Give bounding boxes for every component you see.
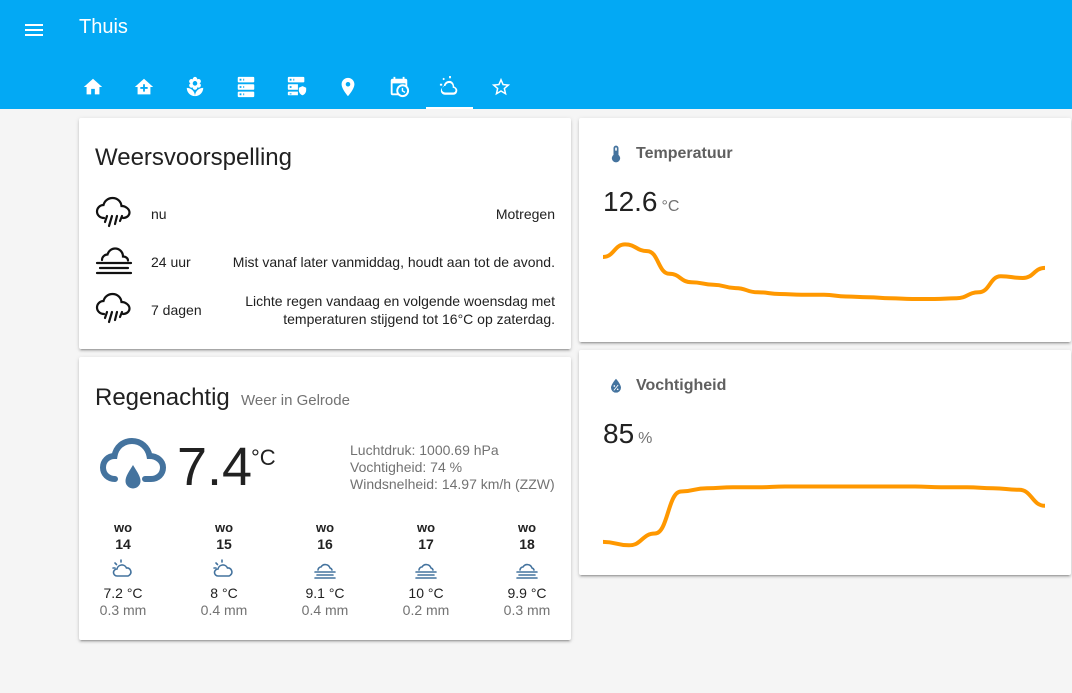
forecast-day-precip: 0.4 mm <box>200 602 248 618</box>
temperature-sensor-card[interactable]: Temperatuur 12.6 °C <box>579 118 1071 342</box>
server-security-icon <box>287 76 306 95</box>
weather-location: Weer in Gelrode <box>241 392 350 409</box>
forecast-day: wo 17 10 °C 0.2 mm <box>386 520 466 619</box>
pressure-attribute: Luchtdruk: 1000.69 hPa <box>350 442 499 458</box>
forecast-day-precip: 0.3 mm <box>503 602 551 618</box>
humidity-attribute: Vochtigheid: 74 % <box>350 459 463 475</box>
weather-temperature: 7.4 <box>177 437 253 497</box>
humidity-sparkline <box>603 484 1045 548</box>
sensor-value: 85% <box>603 418 652 450</box>
tab-weather[interactable] <box>424 64 475 109</box>
forecast-day: wo 18 9.9 °C 0.3 mm <box>487 520 567 619</box>
tab-calendar[interactable] <box>373 64 424 109</box>
forecast-period: nu <box>151 206 167 222</box>
forecast-day-precip: 0.4 mm <box>301 602 349 618</box>
thermometer-icon <box>611 145 621 163</box>
sensor-name: Temperatuur <box>636 145 733 162</box>
weather-state: Regenachtig <box>95 384 230 411</box>
forecast-day: wo 15 8 °C 0.4 mm <box>184 520 264 619</box>
fog-icon <box>95 244 133 280</box>
sensor-unit: °C <box>661 198 680 215</box>
forecast-row: nu Motregen <box>95 194 555 234</box>
forecast-text: Motregen <box>495 206 555 222</box>
forecast-day-name: wo <box>416 520 436 535</box>
temperature-trend-line <box>603 242 1045 301</box>
star-outline-icon <box>491 77 510 95</box>
forecast-text: Mist vanaf later vanmiddag, houdt aan to… <box>232 254 555 270</box>
wind-attribute: Windsnelheid: 14.97 km/h (ZZW) <box>350 476 555 492</box>
weather-temperature-unit: °C <box>251 445 276 470</box>
fog-icon <box>313 559 337 581</box>
view-tabs <box>67 64 526 109</box>
tab-server[interactable] <box>220 64 271 109</box>
forecast-day-date: 14 <box>115 536 131 552</box>
forecast-day-date: 16 <box>317 536 333 552</box>
server-icon <box>237 76 254 97</box>
rainy-cloud-icon <box>99 435 169 501</box>
weather-attributes: Luchtdruk: 1000.69 hPa Vochtigheid: 74 %… <box>350 442 555 493</box>
tab-map[interactable] <box>322 64 373 109</box>
calendar-clock-icon <box>390 76 409 97</box>
forecast-day-date: 17 <box>418 536 434 552</box>
tab-flower[interactable] <box>169 64 220 109</box>
forecast-day-precip: 0.2 mm <box>402 602 450 618</box>
forecast-day-name: wo <box>214 520 234 535</box>
partly-cloudy-icon <box>111 559 135 581</box>
water-percent-icon <box>611 378 621 393</box>
forecast-day-temp: 9.1 °C <box>305 585 345 601</box>
sensor-name: Vochtigheid <box>636 377 727 394</box>
humidity-sensor-card[interactable]: Vochtigheid 85% <box>579 350 1071 575</box>
humidity-trend-line <box>603 484 1045 548</box>
temperature-sparkline <box>603 242 1045 301</box>
weather-partly-cloudy-icon <box>439 75 457 95</box>
forecast-day-name: wo <box>315 520 335 535</box>
sensor-header: Vochtigheid <box>606 374 726 398</box>
forecast-day: wo 14 7.2 °C 0.3 mm <box>83 520 163 619</box>
forecast-row: 24 uur Mist vanaf later vanmiddag, houdt… <box>95 242 555 282</box>
forecast-period: 24 uur <box>151 254 191 270</box>
sensor-value-number: 85 <box>603 418 635 449</box>
forecast-card: Weersvoorspelling nu Motregen 24 uur Mis… <box>79 118 571 349</box>
forecast-title: Weersvoorspelling <box>95 144 292 171</box>
rain-icon <box>95 196 133 232</box>
app-header: Thuis <box>0 0 1072 109</box>
forecast-day-name: wo <box>517 520 537 535</box>
forecast-day-name: wo <box>113 520 133 535</box>
forecast-day-temp: 10 °C <box>408 585 444 601</box>
tab-favorites[interactable] <box>475 64 526 109</box>
menu-icon[interactable] <box>22 18 46 42</box>
forecast-day-temp: 7.2 °C <box>103 585 143 601</box>
forecast-row: 7 dagen Lichte regen vandaag en volgende… <box>95 290 555 330</box>
home-plus-icon <box>134 78 153 94</box>
sensor-unit: % <box>638 430 653 447</box>
fog-icon <box>414 559 438 581</box>
flower-icon <box>186 76 203 96</box>
fog-icon <box>515 559 539 581</box>
sensor-value-number: 12.6 <box>603 186 658 217</box>
tab-home[interactable] <box>67 64 118 109</box>
forecast-period: 7 dagen <box>151 302 202 318</box>
weather-card[interactable]: Regenachtig Weer in Gelrode 7.4 °C Lucht… <box>79 357 571 640</box>
forecast-day-temp: 8 °C <box>210 585 238 601</box>
forecast-day-date: 15 <box>216 536 232 552</box>
forecast-day: wo 16 9.1 °C 0.4 mm <box>285 520 365 619</box>
forecast-day-precip: 0.3 mm <box>99 602 147 618</box>
home-icon <box>83 78 102 94</box>
sensor-value: 12.6 °C <box>603 186 679 218</box>
map-marker-icon <box>341 77 354 96</box>
partly-cloudy-icon <box>212 559 236 581</box>
daily-forecast: wo 14 7.2 °C 0.3 mm wo 15 8 °C 0.4 mm wo… <box>79 520 571 630</box>
rain-icon <box>95 292 133 328</box>
page-title: Thuis <box>79 16 128 38</box>
forecast-day-date: 18 <box>519 536 535 552</box>
forecast-day-temp: 9.9 °C <box>507 585 547 601</box>
sensor-header: Temperatuur <box>606 142 733 166</box>
tab-home-plus[interactable] <box>118 64 169 109</box>
forecast-text: Lichte regen vandaag en volgende woensda… <box>245 293 555 327</box>
tab-server-security[interactable] <box>271 64 322 109</box>
